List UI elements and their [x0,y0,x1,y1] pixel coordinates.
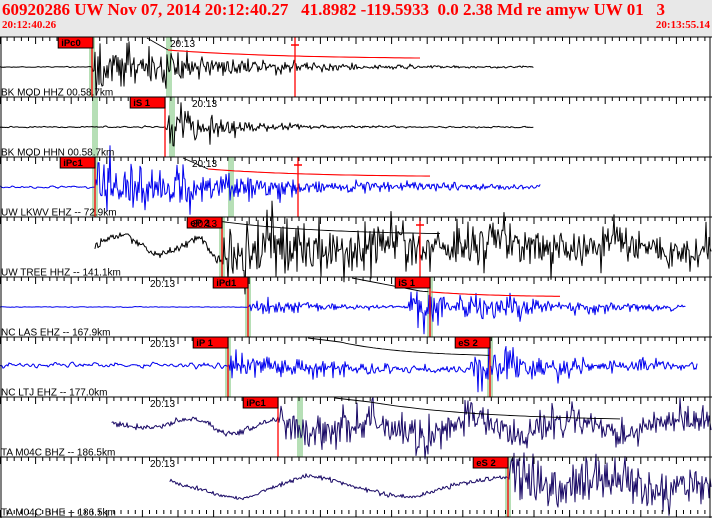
svg-text:UW LKWV EHZ -- 72.9km: UW LKWV EHZ -- 72.9km [1,208,117,219]
svg-text:20:13: 20:13 [150,459,175,470]
svg-text:BK MQD HHZ 00.58.7km: BK MQD HHZ 00.58.7km [1,88,113,99]
svg-text:TA M04C BHE -- 186.5km: TA M04C BHE -- 186.5km [1,508,116,518]
svg-text:20:13: 20:13 [192,219,217,230]
svg-text:TA M04C BHZ -- 186.5km: TA M04C BHZ -- 186.5km [1,448,115,459]
svg-text:iP 1: iP 1 [196,338,213,349]
svg-text:iPc1: iPc1 [246,398,266,409]
svg-text:eS 2: eS 2 [458,338,478,349]
svg-text:UW TREE HHZ -- 141.1km: UW TREE HHZ -- 141.1km [1,268,121,279]
svg-text:20:13: 20:13 [192,99,217,110]
svg-text:iPd1: iPd1 [216,278,237,289]
svg-text:iS 1: iS 1 [398,278,416,289]
svg-text:NC LTJ EHZ -- 177.0km: NC LTJ EHZ -- 177.0km [1,388,108,399]
svg-text:iS 1: iS 1 [133,98,151,109]
svg-text:BK MQD HHN 00.58.7km: BK MQD HHN 00.58.7km [1,148,114,159]
svg-text:NC LAS EHZ -- 167.9km: NC LAS EHZ -- 167.9km [1,328,110,339]
svg-text:20:13: 20:13 [170,39,195,50]
svg-text:iPc0: iPc0 [61,38,81,49]
svg-text:20:13: 20:13 [150,339,175,350]
svg-text:iPc1: iPc1 [63,158,83,169]
svg-text:20:13: 20:13 [150,279,175,290]
svg-text:eS 2: eS 2 [476,458,496,469]
svg-text:20:13: 20:13 [192,159,217,170]
svg-text:20:13: 20:13 [150,399,175,410]
